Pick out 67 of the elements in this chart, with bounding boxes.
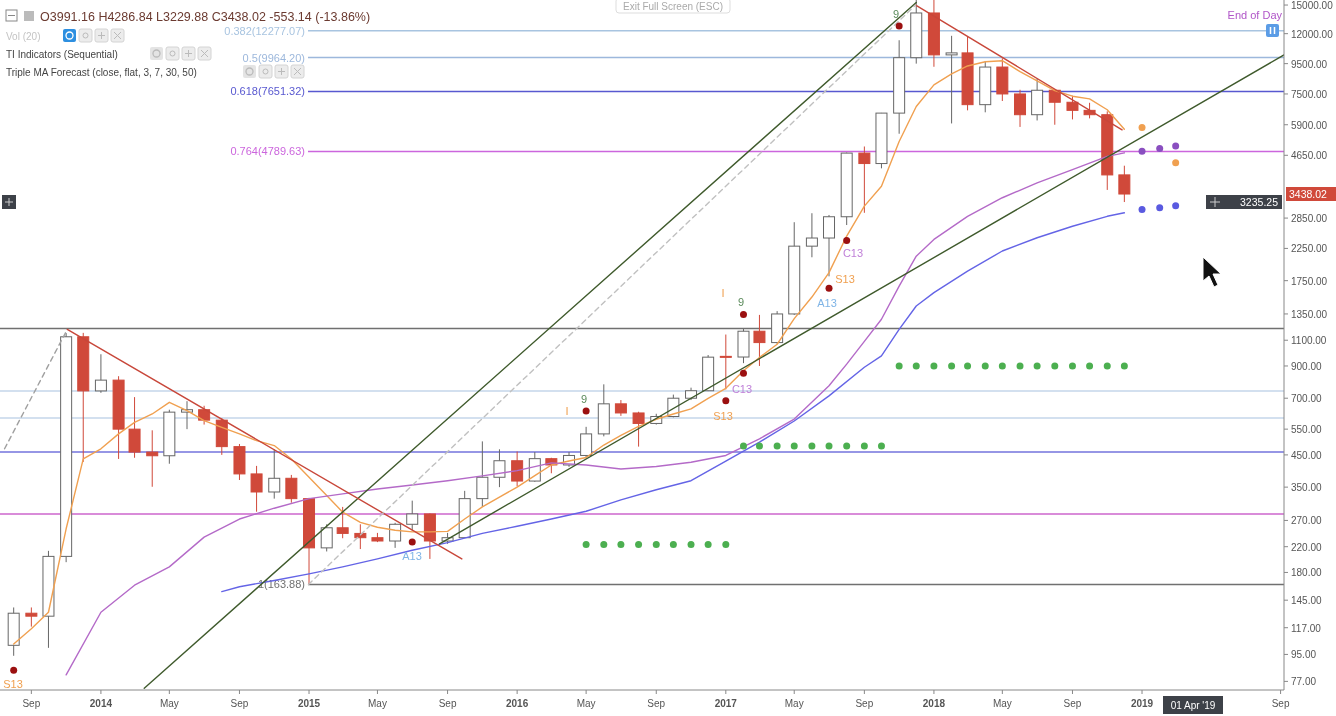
- annotation: 9: [737, 296, 745, 308]
- ref-line-label: 0.618(7651.32): [230, 85, 305, 98]
- y-tick-label: 700.00: [1291, 393, 1323, 405]
- price-label: 3438.02: [1286, 187, 1336, 201]
- y-tick-label: 180.00: [1291, 567, 1323, 579]
- y-tick-label: 9500.00: [1291, 58, 1328, 70]
- annotation: Triple MA Forecast (close, flat, 3, 7, 30, 50): [6, 67, 197, 78]
- annotation: I: [565, 405, 569, 417]
- annotation: End of Day: [1227, 9, 1283, 21]
- annotation: Exit Full Screen (ESC): [622, 1, 724, 12]
- y-tick-label: 2250.00: [1291, 243, 1328, 255]
- annotation: C13: [842, 247, 864, 259]
- x-tick-label: 2018: [922, 698, 946, 709]
- y-tick-label: 2850.00: [1291, 213, 1328, 225]
- y-tick-label: 5900.00: [1291, 119, 1328, 131]
- y-tick-label: 1350.00: [1291, 308, 1328, 320]
- x-tick-label: 2014: [89, 698, 113, 709]
- annotation: C13: [731, 383, 753, 395]
- x-tick-label: 2017: [714, 698, 738, 709]
- x-tick-label: 2016: [506, 698, 529, 709]
- y-tick-label: 117.00: [1291, 622, 1322, 634]
- annotation: I: [721, 287, 725, 299]
- x-tick-label: 2015: [297, 698, 321, 709]
- x-tick-label: Sep: [1271, 698, 1290, 709]
- annotation: 3235.25: [1240, 196, 1279, 208]
- ref-line-label: 0.5(9964.20): [242, 51, 305, 64]
- annotation: S13: [835, 273, 855, 285]
- annotation: A13: [817, 297, 837, 309]
- date-label: 01 Apr '19: [1163, 696, 1223, 714]
- y-tick-label: 95.00: [1291, 649, 1317, 661]
- y-tick-label: 900.00: [1291, 360, 1323, 372]
- x-tick-label: May: [367, 698, 387, 709]
- x-tick-label: Sep: [647, 698, 666, 709]
- ref-line-label: 0.382(12277.07): [224, 24, 305, 37]
- x-tick-label: Sep: [1063, 698, 1082, 709]
- y-tick-label: 350.00: [1291, 482, 1323, 494]
- annotation: O3991.16 H4286.84 L3229.88 C3438.02 -553.14 (-13.86%): [40, 10, 371, 24]
- y-tick-label: 450.00: [1291, 449, 1323, 461]
- ref-line-label: 1(163.88): [257, 578, 305, 591]
- y-tick-label: 12000.00: [1291, 28, 1334, 40]
- y-tick-label: 77.00: [1291, 676, 1317, 688]
- x-tick-label: Sep: [855, 698, 874, 709]
- x-tick-label: Sep: [230, 698, 249, 709]
- y-tick-label: 15000.00: [1291, 0, 1334, 12]
- annotation: A13: [402, 550, 422, 562]
- x-tick-label: May: [159, 698, 179, 709]
- y-tick-label: 1100.00: [1291, 335, 1327, 347]
- y-tick-label: 550.00: [1291, 424, 1323, 436]
- x-tick-label: Sep: [22, 698, 41, 709]
- annotation: TI Indicators (Sequential): [6, 49, 118, 60]
- annotation: S13: [713, 410, 733, 422]
- x-tick-label: May: [784, 698, 804, 709]
- y-tick-label: 270.00: [1291, 515, 1323, 527]
- x-tick-label: May: [576, 698, 596, 709]
- y-tick-label: 1750.00: [1291, 275, 1328, 287]
- x-tick-label: Sep: [438, 698, 457, 709]
- y-tick-label: 145.00: [1291, 595, 1323, 607]
- ref-line-label: 0.764(4789.63): [230, 145, 305, 158]
- annotation: S13: [3, 678, 23, 690]
- y-tick-label: 7500.00: [1291, 88, 1328, 100]
- annotation: 9: [580, 393, 588, 405]
- y-tick-label: 4650.00: [1291, 150, 1328, 162]
- x-tick-label: May: [992, 698, 1012, 709]
- crosshair-label: 3235.25: [1206, 195, 1282, 209]
- annotation: 9: [892, 8, 900, 20]
- y-tick-label: 220.00: [1291, 541, 1323, 553]
- x-tick-label: 2019: [1130, 698, 1154, 709]
